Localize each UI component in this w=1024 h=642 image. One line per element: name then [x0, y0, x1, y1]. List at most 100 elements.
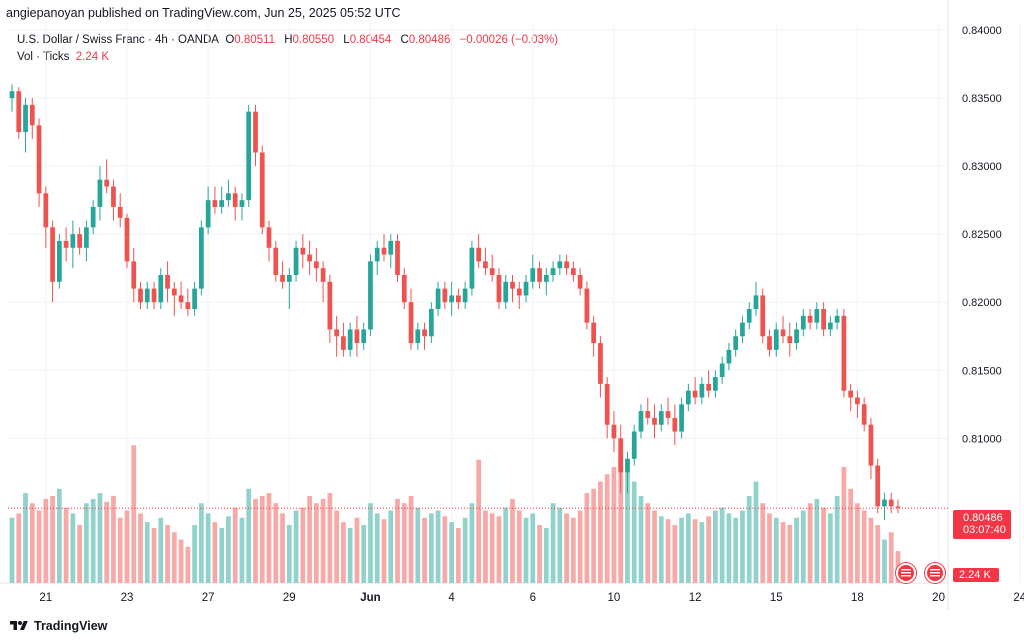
candle-body: [368, 261, 373, 330]
x-tick-label: 21: [39, 592, 52, 604]
open-value: 0.80511: [234, 34, 275, 46]
volume-bar: [307, 496, 312, 583]
x-tick-label: 27: [202, 592, 215, 604]
volume-bar: [226, 516, 231, 583]
us-flag-event-icon[interactable]: [925, 563, 945, 583]
volume-bar: [388, 510, 394, 583]
candle-body: [300, 247, 306, 255]
candle-body: [719, 363, 725, 378]
candle-body: [496, 275, 502, 303]
y-tick-label: 0.81000: [962, 433, 1002, 445]
candle-body: [665, 411, 671, 418]
low-label: L: [343, 34, 350, 46]
volume-bar: [523, 517, 529, 583]
candle-body: [658, 411, 664, 425]
x-tick-label: 24: [1013, 592, 1024, 604]
candle-body: [855, 397, 860, 405]
volume-bar: [212, 522, 218, 583]
volume-bar: [29, 503, 35, 583]
candle-body: [442, 288, 448, 303]
candle-body: [185, 302, 191, 310]
volume-bar: [165, 525, 170, 583]
volume-bar: [293, 510, 299, 583]
candle-body: [483, 261, 488, 269]
candle-body: [259, 152, 265, 228]
volume-bar: [90, 498, 96, 583]
tradingview-logo-icon: [10, 621, 28, 630]
close-label: C: [400, 34, 409, 46]
volume-bar: [273, 503, 279, 583]
x-tick-label: 29: [283, 592, 296, 604]
ohlc-legend: U.S. Dollar / Swiss Franc · 4h · OANDA O…: [17, 34, 564, 46]
footer-brand[interactable]: TradingView: [8, 619, 107, 633]
volume-bar: [604, 474, 610, 583]
volume-bar: [827, 513, 833, 583]
us-flag-event-icon[interactable]: [896, 563, 916, 583]
candle-body: [456, 295, 461, 303]
candle-body: [286, 275, 292, 282]
candle-body: [341, 336, 346, 350]
candle-body: [672, 417, 678, 432]
volume-bar: [205, 513, 211, 583]
candle-body: [489, 268, 495, 275]
candle-body: [692, 390, 698, 398]
volume-bar: [855, 503, 860, 583]
price-chart[interactable]: 0.84000 0.83500 0.83000 0.82500 0.82000 0.815…: [0, 0, 1024, 610]
volume-bar: [395, 498, 400, 583]
volume-bar: [814, 498, 820, 583]
candle-body: [354, 329, 360, 344]
volume-bar: [868, 517, 874, 583]
candle-body: [604, 383, 610, 425]
volume-bar: [219, 527, 225, 583]
y-tick-label: 0.83000: [962, 161, 1002, 173]
candle-body: [253, 111, 258, 153]
volume-bar: [537, 525, 542, 583]
volume-label[interactable]: Vol · Ticks: [17, 51, 70, 63]
volume-legend: Vol · Ticks 2.24 K: [17, 51, 109, 63]
candle-body: [462, 288, 468, 303]
volume-bar: [773, 517, 779, 583]
volume-bar: [84, 503, 89, 583]
volume-badge: 2.24 K: [953, 568, 999, 582]
candle-body: [537, 268, 542, 282]
volume-bar: [422, 517, 427, 583]
candle-body: [746, 309, 752, 323]
volume-bar: [584, 493, 590, 583]
x-tick-label: 12: [689, 592, 702, 604]
candle-body: [415, 329, 421, 344]
candle-body: [645, 411, 651, 418]
symbol-label[interactable]: U.S. Dollar / Swiss Franc · 4h · OANDA: [17, 34, 219, 46]
candle-body: [77, 234, 83, 248]
candle-body: [611, 424, 617, 439]
x-tick-label: 6: [530, 592, 536, 604]
volume-bar: [692, 519, 698, 583]
volume-bar: [347, 527, 353, 583]
volume-bar: [780, 522, 786, 583]
candle-body: [111, 186, 116, 207]
volume-bar: [875, 525, 881, 583]
candle-body: [144, 288, 150, 303]
volume-bar: [496, 516, 502, 583]
candle-body: [638, 411, 644, 432]
volume-bar: [313, 503, 319, 583]
candle-body: [861, 404, 867, 425]
volume-bar: [171, 532, 177, 583]
candle-body: [570, 268, 576, 275]
volume-bar: [618, 452, 624, 583]
candle-body: [834, 315, 840, 323]
candle-body: [807, 315, 813, 323]
candle-body: [97, 179, 103, 207]
candle-body: [29, 104, 35, 126]
candle-body: [794, 329, 799, 344]
candle-body: [713, 377, 718, 391]
volume-bar: [848, 488, 854, 583]
candle-body: [773, 329, 779, 350]
candle-body: [313, 261, 319, 269]
high-value: 0.80550: [292, 34, 335, 46]
candle-body: [280, 275, 285, 282]
candle-body: [320, 268, 326, 282]
candle-body: [36, 125, 42, 194]
volume-bar: [550, 503, 556, 583]
volume-bar: [726, 513, 732, 583]
candle-body: [199, 227, 204, 289]
